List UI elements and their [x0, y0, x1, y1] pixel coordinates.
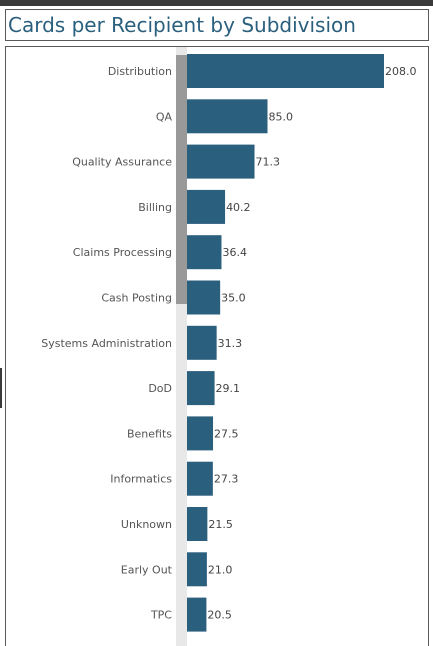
category-label: Cash Posting	[101, 292, 172, 305]
value-label: 21.5	[208, 518, 233, 531]
bar[interactable]	[187, 507, 208, 541]
category-label: Early Out	[121, 563, 173, 576]
value-label: 31.3	[218, 337, 243, 350]
category-label: Claims Processing	[73, 246, 172, 259]
scrollbar-track[interactable]	[176, 47, 187, 646]
value-label: 36.4	[222, 246, 247, 259]
category-label: Unknown	[121, 518, 172, 531]
chart-panel: Distribution 208.0 QA 85.0 Quality Assurance…	[5, 46, 429, 646]
bars-layer: Distribution 208.0 QA 85.0 Quality Assurance…	[41, 54, 417, 632]
value-label: 40.2	[226, 201, 251, 214]
bar[interactable]	[187, 144, 255, 179]
category-label: QA	[156, 110, 173, 123]
bar-chart: Distribution 208.0 QA 85.0 Quality Assurance…	[41, 47, 417, 646]
value-label: 27.5	[214, 427, 239, 440]
value-label: 208.0	[385, 65, 417, 78]
scrollbar-thumb[interactable]	[176, 55, 187, 304]
category-label: Distribution	[108, 65, 172, 78]
value-label: 21.0	[208, 563, 233, 576]
category-label: Billing	[138, 201, 172, 214]
category-label: DoD	[148, 382, 172, 395]
bar[interactable]	[187, 597, 207, 632]
bar[interactable]	[187, 552, 207, 587]
window-edge-marker	[0, 368, 2, 408]
value-label: 35.0	[221, 292, 246, 305]
bar[interactable]	[187, 99, 268, 134]
bar[interactable]	[187, 280, 221, 315]
window-top-strip	[0, 0, 433, 6]
category-label: Informatics	[110, 473, 172, 486]
bar[interactable]	[187, 54, 384, 88]
chart-title-box: Cards per Recipient by Subdivision	[5, 9, 429, 41]
category-label: Quality Assurance	[72, 156, 172, 169]
value-label: 71.3	[256, 156, 281, 169]
category-label: Benefits	[127, 427, 172, 440]
chart-title: Cards per Recipient by Subdivision	[8, 13, 356, 37]
bar[interactable]	[187, 235, 222, 270]
category-label: TPC	[150, 609, 172, 622]
bar[interactable]	[187, 461, 213, 496]
bar[interactable]	[187, 325, 217, 360]
value-label: 20.5	[207, 609, 232, 622]
category-label: Systems Administration	[41, 337, 172, 350]
value-label: 27.3	[214, 473, 239, 486]
value-label: 29.1	[216, 382, 241, 395]
value-label: 85.0	[269, 110, 294, 123]
bar[interactable]	[187, 371, 215, 406]
bar[interactable]	[187, 416, 214, 451]
bar[interactable]	[187, 189, 226, 224]
